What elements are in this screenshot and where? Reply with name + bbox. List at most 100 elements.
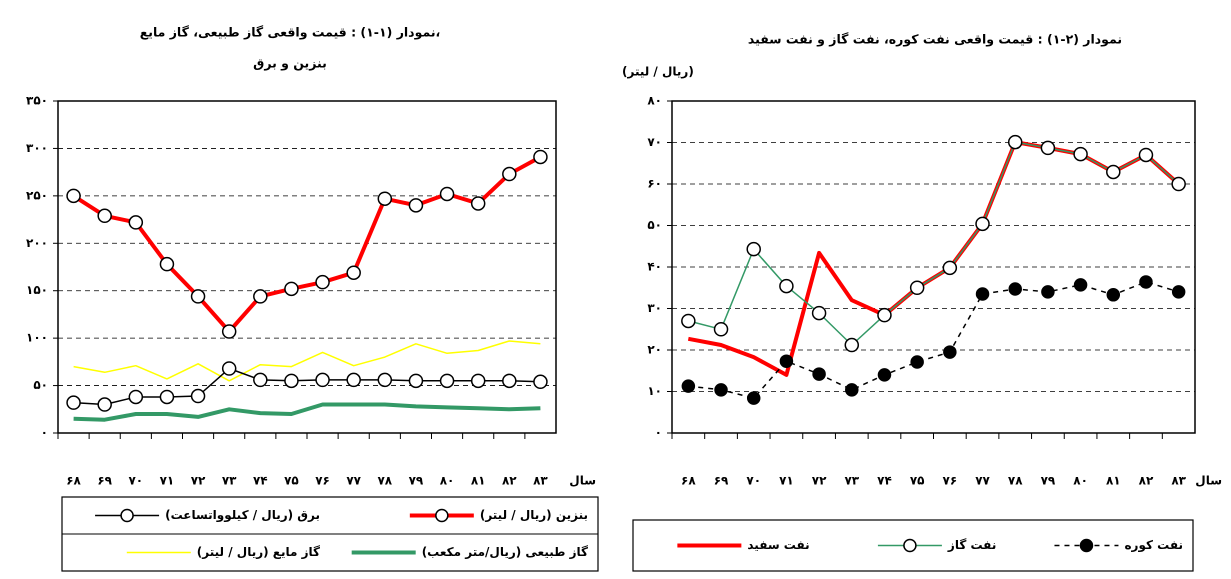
x-tick-label: ۷۹ — [1041, 474, 1056, 488]
data-point — [1073, 146, 1088, 162]
data-point — [439, 186, 455, 202]
data-point — [942, 260, 958, 276]
data-point — [779, 354, 794, 368]
legend-label: برق (ریال / کیلوواتساعت) — [165, 508, 320, 523]
y-tick-label: ٠ — [41, 426, 48, 440]
data-point — [470, 373, 486, 389]
y-tick-label: ۲۵۰ — [26, 188, 48, 202]
data-point — [377, 372, 393, 388]
y-tick-label: ۳۰ — [647, 301, 662, 315]
legend-label: نفت کوره — [1124, 538, 1183, 553]
x-axis-label: سال — [569, 474, 596, 488]
data-point — [845, 383, 859, 397]
x-axis-label: سال — [1195, 474, 1222, 488]
data-point — [377, 191, 393, 206]
y-tick-label: ۱۰ — [647, 384, 662, 398]
data-point — [533, 149, 548, 165]
x-tick-label: ۶۹ — [714, 474, 729, 488]
legend-label: بنزین (ریال / لیتر) — [480, 508, 588, 522]
data-point — [128, 389, 144, 405]
data-point — [221, 324, 237, 339]
data-point — [943, 345, 957, 359]
legend-label: گاز مایع (ریال / لیتر) — [197, 545, 320, 559]
series-line — [73, 340, 541, 382]
y-tick-label: ۱۵۰ — [26, 283, 48, 297]
data-point — [128, 215, 144, 230]
data-point — [502, 373, 517, 389]
x-tick-label: ۸۳ — [1171, 474, 1186, 488]
x-tick-label: ۸۰ — [1073, 474, 1088, 488]
data-point — [877, 307, 892, 323]
data-point — [190, 289, 206, 304]
data-point — [315, 372, 330, 388]
series-line — [688, 281, 1179, 399]
x-tick-label: ۷۷ — [975, 474, 990, 488]
data-point — [1008, 282, 1022, 296]
legend-marker — [120, 508, 134, 523]
x-tick-label: ۷۴ — [877, 474, 892, 488]
x-tick-label: ۷۳ — [844, 474, 859, 488]
x-tick-label: ۷۱ — [779, 474, 794, 488]
data-point — [315, 274, 330, 290]
x-tick-label: ۷۵ — [284, 474, 299, 488]
x-tick-label: ۶۸ — [681, 474, 696, 488]
data-point — [811, 305, 827, 321]
data-point — [346, 372, 361, 388]
data-point — [1106, 288, 1121, 302]
x-tick-label: ۸۳ — [533, 474, 548, 488]
data-point — [746, 241, 761, 257]
y-tick-label: ۸۰ — [647, 94, 662, 108]
data-point — [159, 389, 175, 405]
x-tick-label: ۶۹ — [97, 474, 112, 488]
x-tick-label: ۷۸ — [1008, 474, 1023, 488]
data-point — [1041, 285, 1055, 299]
data-point — [975, 216, 990, 232]
data-point — [1139, 275, 1153, 289]
x-tick-label: ۸۲ — [502, 474, 517, 488]
data-point — [812, 367, 826, 381]
data-point — [714, 383, 728, 397]
legend-label: گاز طبیعی (ریال/متر مکعب) — [422, 545, 588, 559]
data-point — [713, 322, 729, 337]
y-tick-label: ٠ — [655, 426, 662, 440]
data-point — [159, 256, 175, 272]
data-point — [190, 388, 206, 404]
y-tick-label: ۳۵۰ — [26, 94, 48, 108]
data-point — [253, 372, 268, 388]
x-tick-label: ۷۶ — [315, 474, 330, 488]
chart-title: نمودار (۲-۱) : قیمت واقعی نفت کوره، نفت … — [748, 32, 1122, 47]
data-point — [779, 278, 794, 294]
series-line — [688, 141, 1180, 346]
data-point — [909, 280, 925, 295]
y-axis-label: (ریال / لیتر) — [622, 65, 694, 79]
legend-marker — [1079, 538, 1094, 553]
data-point — [910, 355, 924, 369]
x-tick-label: ۷۴ — [253, 474, 268, 488]
x-tick-label: ۸۰ — [440, 474, 455, 488]
data-point — [408, 373, 424, 389]
x-tick-label: ۷۸ — [377, 474, 392, 488]
legend-label: نفت گاز — [947, 538, 996, 552]
x-tick-label: ۸۱ — [1106, 474, 1121, 488]
data-point — [746, 391, 761, 405]
data-point — [975, 287, 990, 301]
legend-label: نفت سفید — [747, 538, 809, 552]
data-point — [221, 361, 237, 376]
y-tick-label: ۷۰ — [647, 135, 662, 149]
x-tick-label: ۷۹ — [409, 474, 424, 488]
data-point — [1007, 134, 1023, 150]
y-tick-label: ۵۰ — [647, 218, 662, 232]
data-point — [346, 265, 361, 280]
x-tick-label: ۷۷ — [346, 474, 361, 488]
data-point — [681, 379, 696, 393]
data-point — [439, 373, 455, 389]
series-line — [73, 402, 541, 422]
data-point — [681, 313, 696, 329]
x-tick-label: ۷۵ — [910, 474, 925, 488]
chart-title: نمودار (۱-۱) : قیمت واقعی گاز طبیعی، گاز… — [140, 25, 441, 40]
data-point — [1171, 285, 1186, 299]
x-tick-label: ۷۰ — [746, 474, 761, 488]
x-tick-label: ۷۲ — [191, 474, 206, 488]
data-point — [97, 208, 112, 224]
data-point — [1106, 164, 1121, 180]
